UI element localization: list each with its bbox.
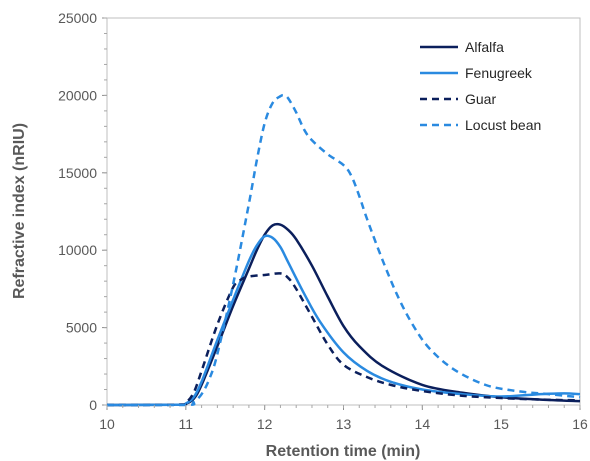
series-line-alfalfa (106, 222, 581, 407)
x-tick-label: 14 (415, 416, 431, 432)
y-tick-label: 20000 (58, 87, 97, 103)
axes-layer: 10 11 12 13 14 15 16 0 5000 10000 15000 20000 25000 (58, 10, 588, 432)
x-axis-title: Retention time (min) (266, 443, 421, 460)
series-layer (106, 93, 581, 407)
x-tick-label: 15 (493, 416, 509, 432)
legend-label-locust-bean: Locust bean (465, 117, 541, 133)
legend-label-alfalfa: Alfalfa (465, 39, 504, 55)
y-tick-label: 10000 (58, 242, 97, 258)
y-tick-label: 25000 (58, 10, 97, 26)
legend-label-guar: Guar (465, 91, 496, 107)
x-tick-label: 13 (336, 416, 352, 432)
series-line-locust-bean (107, 93, 581, 407)
x-tick-label: 11 (179, 416, 194, 432)
x-tick-label: 12 (257, 416, 273, 432)
y-tick-label: 15000 (58, 165, 97, 181)
legend-label-fenugreek: Fenugreek (465, 65, 533, 81)
x-tick-label: 16 (572, 416, 588, 432)
y-axis-title: Refractive index (nRIU) (11, 123, 28, 299)
legend: Alfalfa Fenugreek Guar Locust bean (420, 39, 541, 133)
series-line-fenugreek (106, 234, 581, 407)
series-line-guar (106, 272, 581, 407)
x-tick-label: 10 (99, 416, 115, 432)
y-tick-label: 5000 (66, 320, 97, 336)
y-tick-label: 0 (89, 397, 97, 413)
